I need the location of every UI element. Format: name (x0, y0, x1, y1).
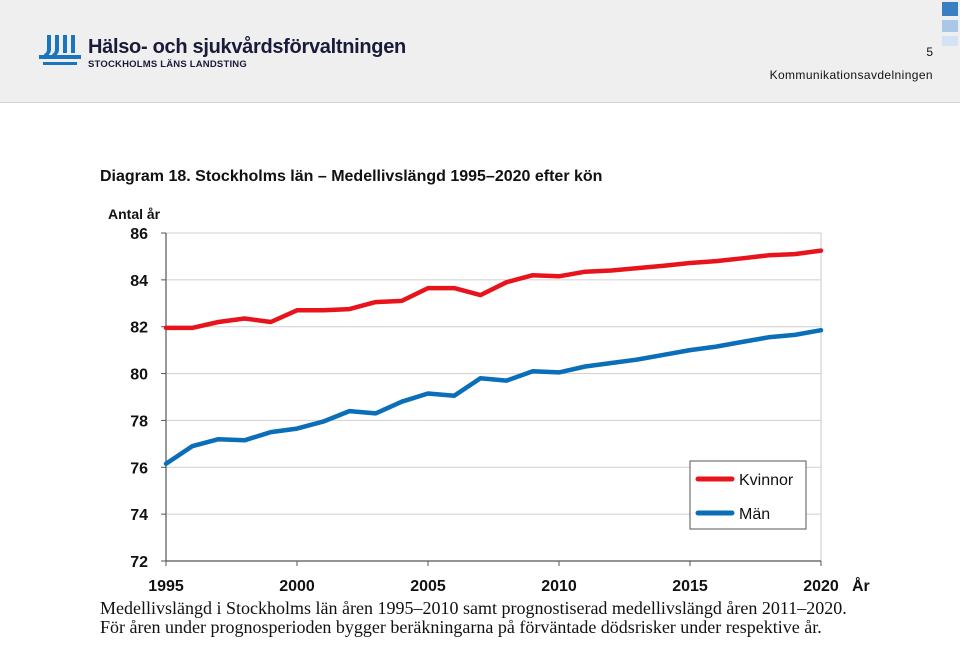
legend-label: Män (739, 506, 770, 523)
y-tick-label: 84 (130, 273, 148, 290)
y-tick-label: 86 (130, 226, 148, 243)
x-axis-label: År (852, 576, 870, 595)
page-number: 5 (926, 45, 933, 59)
department-label: Kommunikationsavdelningen (769, 68, 933, 82)
y-tick-label: 82 (130, 320, 148, 337)
x-tick-label: 2010 (541, 578, 577, 595)
series-line-kvinnor (163, 248, 824, 331)
gridlines (166, 232, 822, 561)
chart-caption: Medellivslängd i Stockholms län åren 199… (100, 598, 847, 637)
org-name: Hälso- och sjukvårdsförvaltningen (88, 36, 406, 58)
series-lines (163, 248, 824, 467)
legend-box (689, 460, 807, 530)
y-tick-label: 72 (130, 554, 148, 571)
org-subtitle: STOCKHOLMS LÄNS LANDSTING (88, 59, 247, 70)
y-axis-label: Antal år (108, 206, 161, 222)
y-tick-label: 76 (130, 460, 148, 477)
legend: Kvinnor Män (689, 460, 807, 530)
x-tick-label: 2000 (279, 578, 315, 595)
legend-label: Kvinnor (739, 472, 794, 489)
x-tick-label: 2015 (672, 578, 708, 595)
y-tick-label: 78 (130, 413, 148, 430)
logo-icon (39, 35, 81, 65)
axes (161, 232, 822, 566)
y-tick-label: 80 (130, 367, 148, 384)
slide-header: Hälso- och sjukvårdsförvaltningen STOCKH… (0, 0, 960, 103)
x-tick-label: 1995 (148, 578, 184, 595)
y-tick-label: 74 (130, 507, 148, 524)
chart-title: Diagram 18. Stockholms län – Medellivslä… (100, 168, 602, 185)
x-tick-label: 2020 (803, 578, 839, 595)
x-tick-label: 2005 (410, 578, 446, 595)
decorative-squares (942, 2, 958, 46)
series-line-man (163, 327, 824, 467)
tick-labels: 72 74 76 78 80 82 84 86 1995 2000 2005 2010 2015 2020 (130, 226, 839, 595)
